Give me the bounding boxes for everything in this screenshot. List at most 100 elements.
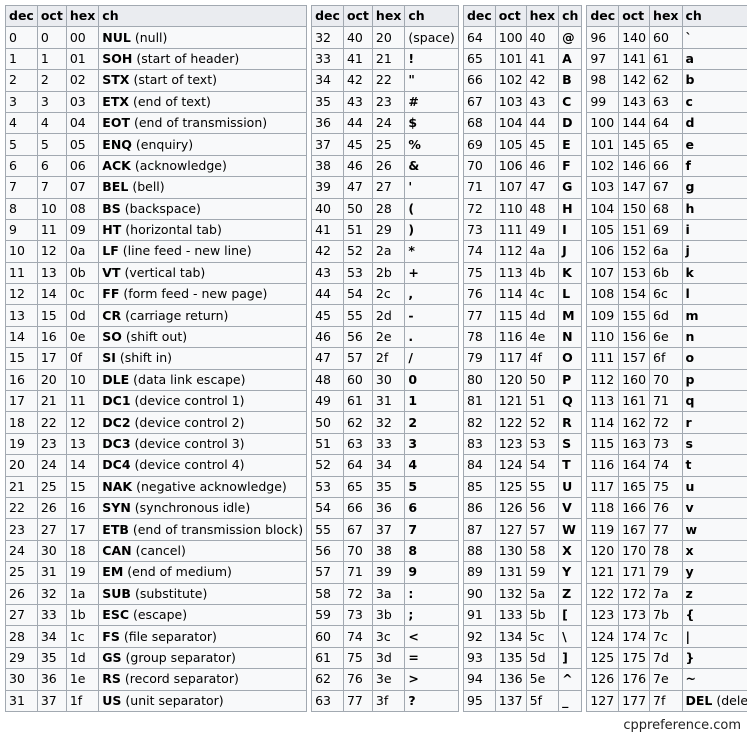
char-description: (form feed - new page) (123, 286, 268, 302)
hex-cell: 72 (649, 411, 683, 434)
char-description: (line feed - new line) (122, 243, 252, 259)
oct-cell: 100 (494, 26, 527, 49)
hex-cell: 70 (649, 368, 683, 392)
oct-cell: 0 (36, 26, 67, 49)
oct-cell: 156 (618, 325, 651, 349)
table-row: 112 160 70 p (586, 368, 747, 392)
hex-cell: 21 (371, 47, 406, 71)
table-row: 113 161 71 q (586, 390, 747, 413)
char-description: (acknowledge) (134, 157, 227, 173)
header-ch: ch (558, 4, 583, 28)
oct-cell: 175 (618, 646, 651, 670)
hex-cell: 36 (371, 496, 406, 520)
char-code: K (562, 264, 572, 280)
ch-cell: DC4 (device control 4) (98, 454, 308, 477)
oct-cell: 115 (494, 304, 527, 327)
dec-cell: 123 (586, 603, 620, 627)
ch-cell: $ (404, 111, 459, 135)
dec-cell: 2 (5, 69, 38, 92)
oct-cell: 33 (36, 603, 67, 627)
ch-cell: SYN (synchronous idle) (98, 496, 308, 520)
ch-cell: h (681, 197, 747, 220)
char-code: n (685, 329, 695, 345)
oct-cell: 24 (36, 454, 67, 477)
dec-cell: 101 (586, 133, 620, 156)
oct-cell: 145 (618, 133, 651, 156)
table-row: 78 116 4e N (462, 325, 583, 349)
table-row: 13 15 0d CR (carriage return) (5, 304, 308, 327)
oct-cell: 60 (342, 368, 373, 392)
char-code: , (408, 286, 414, 302)
char-code: ' (408, 179, 413, 195)
oct-cell: 32 (36, 582, 67, 605)
char-code: NAK (102, 478, 133, 494)
oct-cell: 23 (36, 432, 67, 456)
dec-cell: 82 (462, 411, 496, 434)
oct-cell: 17 (36, 347, 67, 370)
table-row: 102 146 66 f (586, 154, 747, 178)
hex-cell: 2c (371, 283, 406, 306)
hex-cell: 4c (525, 283, 560, 306)
char-code: - (408, 307, 414, 323)
dec-cell: 51 (311, 432, 344, 456)
table-row: 84 124 54 T (462, 454, 583, 477)
char-code: ENQ (102, 136, 132, 152)
table-row: 1 1 01 SOH (start of header) (5, 47, 308, 71)
ch-cell: & (404, 154, 459, 178)
dec-cell: 103 (586, 176, 620, 199)
table-row: 34 42 22 " (311, 69, 459, 92)
table-row: 66 102 42 B (462, 69, 583, 92)
table-row: 81 121 51 Q (462, 390, 583, 413)
dec-cell: 78 (462, 325, 496, 349)
hex-cell: 60 (649, 26, 683, 49)
char-description: (backspace) (124, 200, 201, 216)
char-description: (data link escape) (133, 371, 246, 387)
table-row: 90 132 5a Z (462, 582, 583, 605)
ch-cell: g (681, 176, 747, 199)
char-code: 1 (408, 393, 418, 409)
hex-cell: 1d (65, 646, 100, 670)
char-description: (unit separator) (125, 692, 224, 708)
char-code: E (562, 136, 571, 152)
char-code: = (408, 649, 419, 665)
table-row: 87 127 57 W (462, 518, 583, 541)
dec-cell: 124 (586, 625, 620, 648)
table-row: 108 154 6c l (586, 283, 747, 306)
dec-cell: 42 (311, 240, 344, 263)
table-row: 37 45 25% (311, 133, 459, 156)
ch-cell: i (681, 218, 747, 242)
char-code: L (562, 286, 571, 302)
oct-cell: 4 (36, 111, 67, 135)
dec-cell: 9 (5, 218, 38, 242)
ch-cell: Q (558, 390, 583, 413)
char-code: FF (102, 286, 120, 302)
ch-cell: n (681, 325, 747, 349)
oct-cell: 7 (36, 176, 67, 199)
hex-cell: 52 (525, 411, 560, 434)
hex-cell: 02 (65, 69, 100, 92)
ch-cell: { (681, 603, 747, 627)
table-row: 88 130 58 X (462, 539, 583, 563)
oct-cell: 35 (36, 646, 67, 670)
dec-cell: 28 (5, 625, 38, 648)
table-row: 93 135 5d] (462, 646, 583, 670)
ch-cell: Z (558, 582, 583, 605)
table-row: 17 21 11 DC1 (device control 1) (5, 390, 308, 413)
dec-cell: 77 (462, 304, 496, 327)
char-description: (carriage return) (125, 307, 229, 323)
char-code: / (408, 350, 413, 366)
hex-cell: 0c (65, 283, 100, 306)
ch-cell: p (681, 368, 747, 392)
table-row: 57 71 39 9 (311, 561, 459, 584)
hex-cell: 6c (649, 283, 683, 306)
ch-cell: l (681, 283, 747, 306)
dec-cell: 37 (311, 133, 344, 156)
oct-cell: 15 (36, 304, 67, 327)
hex-cell: 7d (649, 646, 683, 670)
char-code: ! (408, 50, 415, 66)
hex-cell: 05 (65, 133, 100, 156)
char-code: C (562, 93, 572, 109)
dec-cell: 34 (311, 69, 344, 92)
char-code: Z (562, 585, 572, 601)
char-code: \ (562, 628, 567, 644)
